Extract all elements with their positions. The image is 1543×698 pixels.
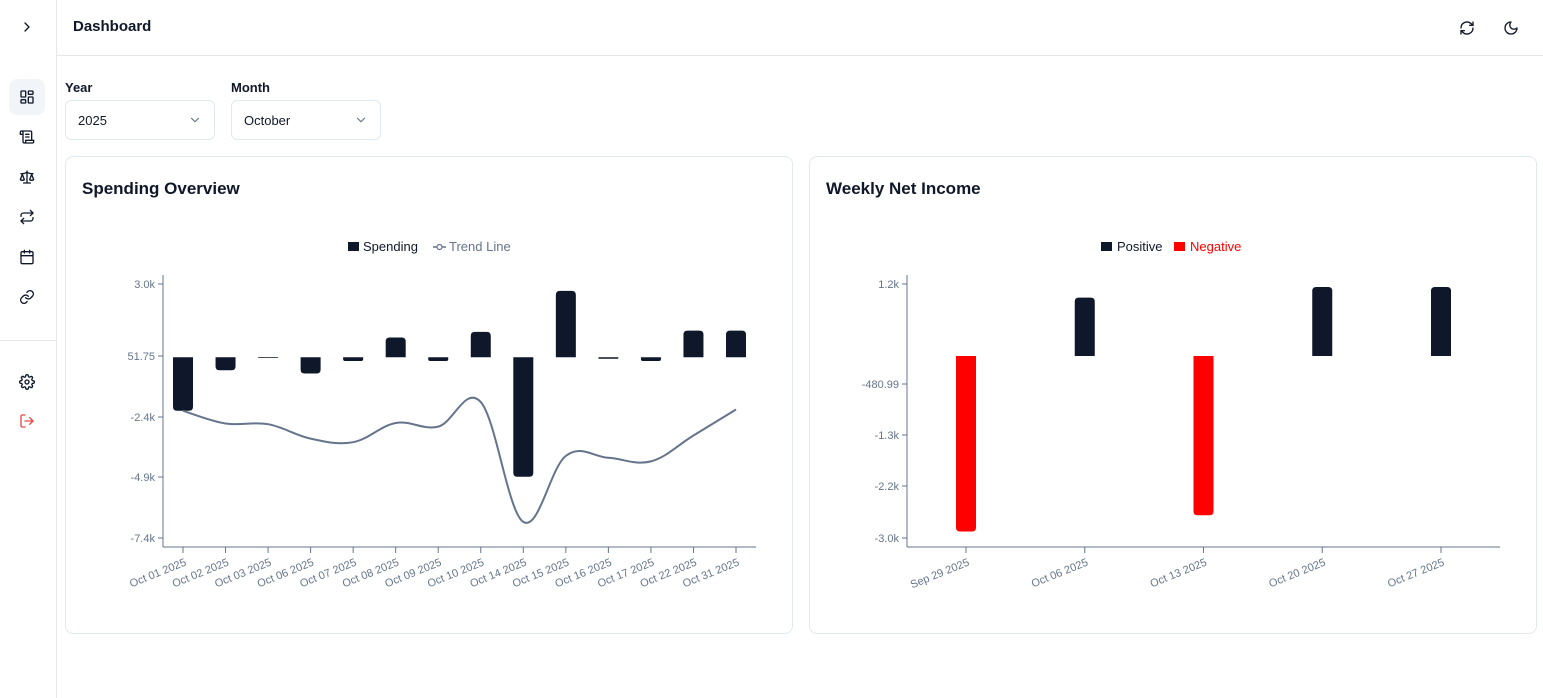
- sidebar-divider: [0, 340, 56, 341]
- spending-bar: [258, 357, 279, 359]
- sidebar-item-transfers[interactable]: [9, 199, 45, 235]
- month-select-value: October: [244, 112, 291, 128]
- positive-bar: [1074, 297, 1095, 356]
- y-tick-label: -4.9k: [131, 472, 156, 484]
- y-tick-label: -1.3k: [875, 430, 900, 442]
- scale-icon: [19, 170, 35, 184]
- sidebar-item-links[interactable]: [9, 279, 45, 315]
- legend-positive-label: Positive: [1117, 239, 1163, 254]
- month-select[interactable]: October: [231, 100, 381, 140]
- y-tick-label: -7.4k: [131, 533, 156, 545]
- sidebar-item-settings[interactable]: [9, 364, 45, 400]
- legend-spending-label: Spending: [363, 239, 418, 254]
- scroll-icon: [19, 130, 35, 144]
- legend-trend-line-marker: [436, 243, 443, 251]
- weekly-net-income-title: Weekly Net Income: [826, 179, 981, 198]
- spending-bar: [470, 331, 491, 358]
- spending-bar: [726, 330, 746, 358]
- legend-positive-swatch: [1101, 242, 1112, 251]
- moon-icon: [1504, 21, 1518, 35]
- sidebar-toggle-button[interactable]: [9, 9, 45, 45]
- x-tick-label: Oct 20 2025: [1267, 557, 1327, 591]
- weekly-net-income-chart: Positive Negative 1.2k -480.99 -1.3k -2.2k -3.…: [862, 239, 1500, 591]
- spending-overview-card: Spending Overview Spending Trend Line 3.0k…: [65, 156, 793, 634]
- sidebar-item-transactions[interactable]: [9, 119, 45, 155]
- sidebar-item-dashboard[interactable]: [9, 79, 45, 115]
- spending-bar: [513, 357, 534, 477]
- positive-bar: [1431, 286, 1451, 356]
- link-icon: [20, 290, 34, 304]
- y-tick-label: 3.0k: [134, 279, 155, 291]
- trend-line: [182, 396, 737, 524]
- sidebar-item-calendar[interactable]: [9, 239, 45, 275]
- spending-bar: [300, 357, 321, 374]
- x-tick-label: Oct 06 2025: [1030, 557, 1090, 591]
- y-tick-label: 51.75: [127, 351, 155, 363]
- y-tick-label: 1.2k: [878, 279, 899, 291]
- spending-bar: [343, 357, 364, 362]
- legend-negative-label: Negative: [1190, 239, 1241, 254]
- legend-spending-swatch: [348, 242, 359, 251]
- arrows-swap-icon: [20, 209, 34, 225]
- x-tick-label: Sep 29 2025: [909, 557, 971, 591]
- weekly-net-income-card: Weekly Net Income Positive Negative 1.2k -4…: [809, 156, 1537, 634]
- y-tick-label: -480.99: [862, 379, 899, 391]
- legend-negative-swatch: [1174, 242, 1185, 251]
- refresh-icon: [1460, 21, 1474, 35]
- legend-trend-line-label: Trend Line: [449, 239, 511, 254]
- spending-bar: [640, 357, 661, 362]
- year-select-value: 2025: [78, 112, 107, 128]
- spending-bar: [173, 357, 193, 411]
- y-tick-label: -2.4k: [131, 412, 156, 424]
- positive-bar: [1312, 286, 1333, 356]
- spending-bar: [215, 357, 236, 371]
- calendar-icon: [20, 249, 34, 265]
- chevron-down-icon: [356, 117, 366, 123]
- x-tick-label: Oct 13 2025: [1149, 557, 1209, 591]
- spending-bar: [598, 357, 619, 359]
- logout-icon: [20, 414, 34, 428]
- chevron-right-icon: [24, 22, 30, 32]
- sidebar: [0, 0, 57, 698]
- refresh-button[interactable]: [1451, 12, 1483, 44]
- x-tick-label: Oct 27 2025: [1386, 557, 1446, 591]
- negative-bar: [956, 356, 976, 532]
- negative-bar: [1193, 356, 1214, 516]
- spending-bar: [555, 290, 576, 358]
- spending-bar: [428, 357, 449, 362]
- y-tick-label: -2.2k: [875, 481, 900, 493]
- sidebar-item-logout[interactable]: [9, 403, 45, 439]
- theme-toggle-button[interactable]: [1495, 12, 1527, 44]
- gear-icon: [19, 374, 35, 390]
- chevron-down-icon: [190, 117, 200, 123]
- year-select[interactable]: 2025: [65, 100, 215, 140]
- page-title: Dashboard: [73, 18, 152, 35]
- layout-grid-icon: [20, 90, 34, 104]
- spending-bar: [385, 337, 406, 358]
- month-label: Month: [231, 80, 270, 95]
- sidebar-item-balance[interactable]: [9, 159, 45, 195]
- y-tick-label: -3.0k: [875, 533, 900, 545]
- top-header: Dashboard: [57, 0, 1543, 56]
- spending-overview-chart: Spending Trend Line 3.0k 51.75 -2.4k -4.9k -7.…: [127, 239, 756, 590]
- year-label: Year: [65, 80, 93, 95]
- spending-overview-title: Spending Overview: [82, 179, 240, 198]
- spending-bar: [683, 330, 704, 358]
